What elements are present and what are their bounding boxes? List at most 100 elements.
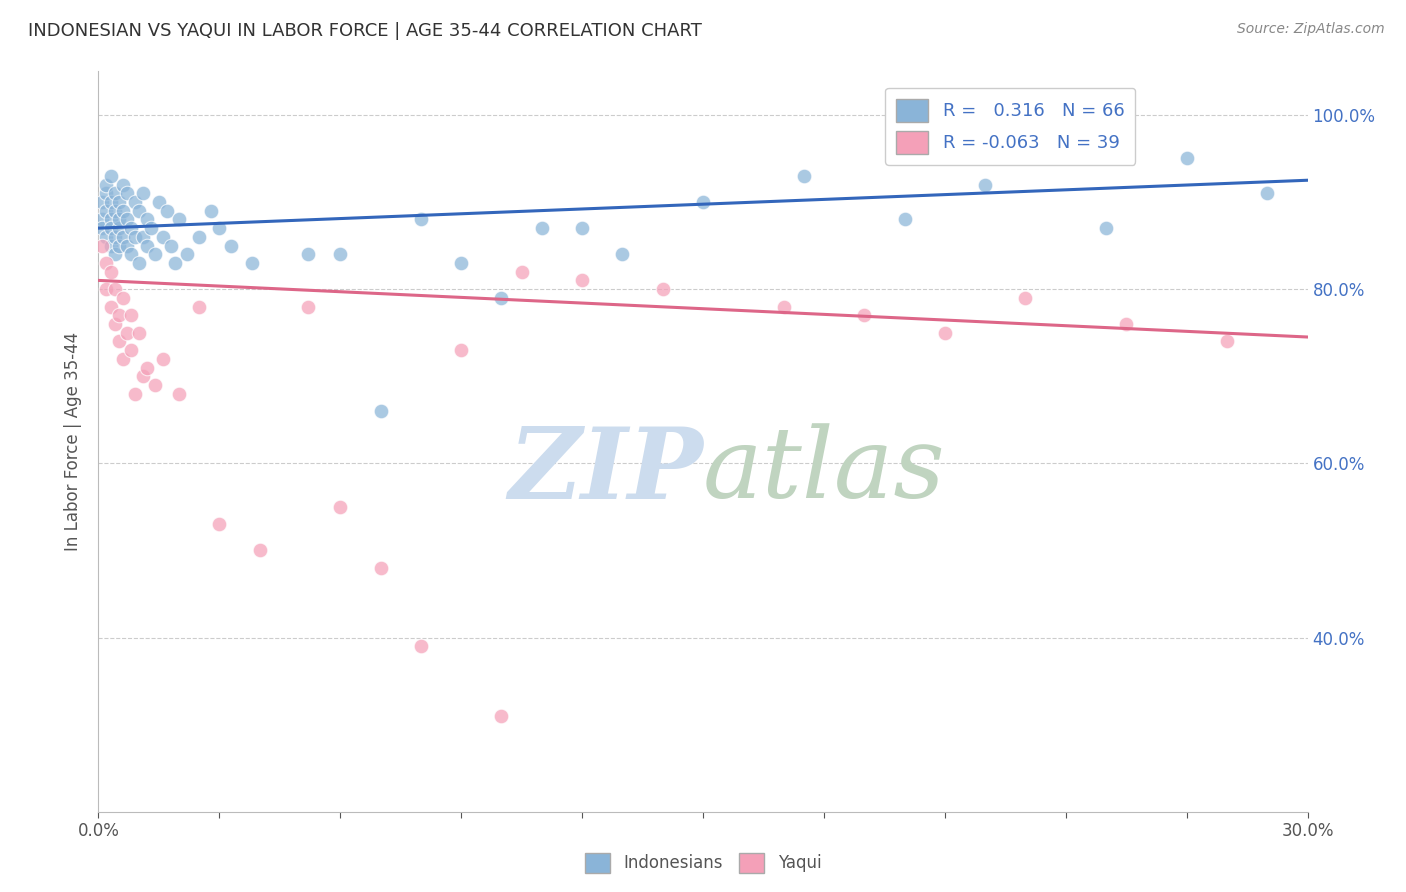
Point <box>91 238 114 252</box>
Point <box>1256 186 1278 201</box>
Point <box>100 238 122 252</box>
Point <box>1175 152 1198 166</box>
Point <box>143 378 166 392</box>
Point <box>974 178 997 192</box>
Point <box>135 360 157 375</box>
Point <box>115 326 138 340</box>
Point <box>100 212 122 227</box>
Point <box>107 308 129 322</box>
Point <box>530 221 553 235</box>
Point <box>115 238 138 252</box>
Point <box>111 178 134 192</box>
Point <box>450 343 472 357</box>
Point <box>143 247 166 261</box>
Point <box>111 351 134 366</box>
Point <box>96 178 118 192</box>
Point <box>96 256 118 270</box>
Point <box>240 256 263 270</box>
Point <box>160 238 183 252</box>
Point <box>893 212 915 227</box>
Point <box>103 317 125 331</box>
Point <box>107 212 129 227</box>
Text: Source: ZipAtlas.com: Source: ZipAtlas.com <box>1237 22 1385 37</box>
Point <box>111 291 134 305</box>
Point <box>370 404 392 418</box>
Point <box>91 212 114 227</box>
Point <box>96 282 118 296</box>
Point <box>370 561 392 575</box>
Point <box>571 221 593 235</box>
Point <box>176 247 198 261</box>
Point <box>491 709 513 723</box>
Point <box>163 256 186 270</box>
Point <box>135 238 157 252</box>
Point <box>571 273 593 287</box>
Point <box>249 543 271 558</box>
Point <box>103 247 125 261</box>
Point <box>132 230 155 244</box>
Point <box>188 230 211 244</box>
Point <box>91 221 114 235</box>
Point <box>124 230 146 244</box>
Point <box>156 203 179 218</box>
Point <box>135 212 157 227</box>
Point <box>152 230 174 244</box>
Point <box>450 256 472 270</box>
Point <box>772 300 794 314</box>
Point <box>100 194 122 209</box>
Point <box>100 221 122 235</box>
Point <box>107 334 129 349</box>
Point <box>96 230 118 244</box>
Point <box>148 194 170 209</box>
Point <box>221 238 243 252</box>
Point <box>329 500 352 514</box>
Point <box>107 238 129 252</box>
Point <box>96 203 118 218</box>
Point <box>103 282 125 296</box>
Point <box>132 369 155 384</box>
Point <box>409 639 432 653</box>
Point <box>132 186 155 201</box>
Point <box>167 386 190 401</box>
Point <box>111 230 134 244</box>
Point <box>111 203 134 218</box>
Point <box>934 326 956 340</box>
Point <box>139 221 162 235</box>
Point <box>124 386 146 401</box>
Point <box>103 186 125 201</box>
Point <box>200 203 222 218</box>
Point <box>1095 221 1118 235</box>
Point <box>409 212 432 227</box>
Point <box>612 247 634 261</box>
Point <box>103 203 125 218</box>
Point <box>329 247 352 261</box>
Point <box>793 169 815 183</box>
Text: ZIP: ZIP <box>508 423 703 519</box>
Point <box>103 230 125 244</box>
Y-axis label: In Labor Force | Age 35-44: In Labor Force | Age 35-44 <box>65 332 83 551</box>
Text: atlas: atlas <box>703 424 946 519</box>
Point <box>124 194 146 209</box>
Legend: Indonesians, Yaqui: Indonesians, Yaqui <box>578 847 828 880</box>
Point <box>100 265 122 279</box>
Point <box>128 203 150 218</box>
Point <box>1216 334 1239 349</box>
Point <box>91 194 114 209</box>
Point <box>167 212 190 227</box>
Text: INDONESIAN VS YAQUI IN LABOR FORCE | AGE 35-44 CORRELATION CHART: INDONESIAN VS YAQUI IN LABOR FORCE | AGE… <box>28 22 702 40</box>
Point <box>692 194 714 209</box>
Point <box>100 300 122 314</box>
Point <box>208 221 231 235</box>
Point <box>152 351 174 366</box>
Point <box>120 247 142 261</box>
Point <box>128 326 150 340</box>
Point <box>1115 317 1137 331</box>
Point <box>107 194 129 209</box>
Point <box>120 343 142 357</box>
Point <box>115 212 138 227</box>
Point <box>120 221 142 235</box>
Point <box>96 186 118 201</box>
Point <box>208 517 231 532</box>
Point <box>297 300 319 314</box>
Point <box>107 221 129 235</box>
